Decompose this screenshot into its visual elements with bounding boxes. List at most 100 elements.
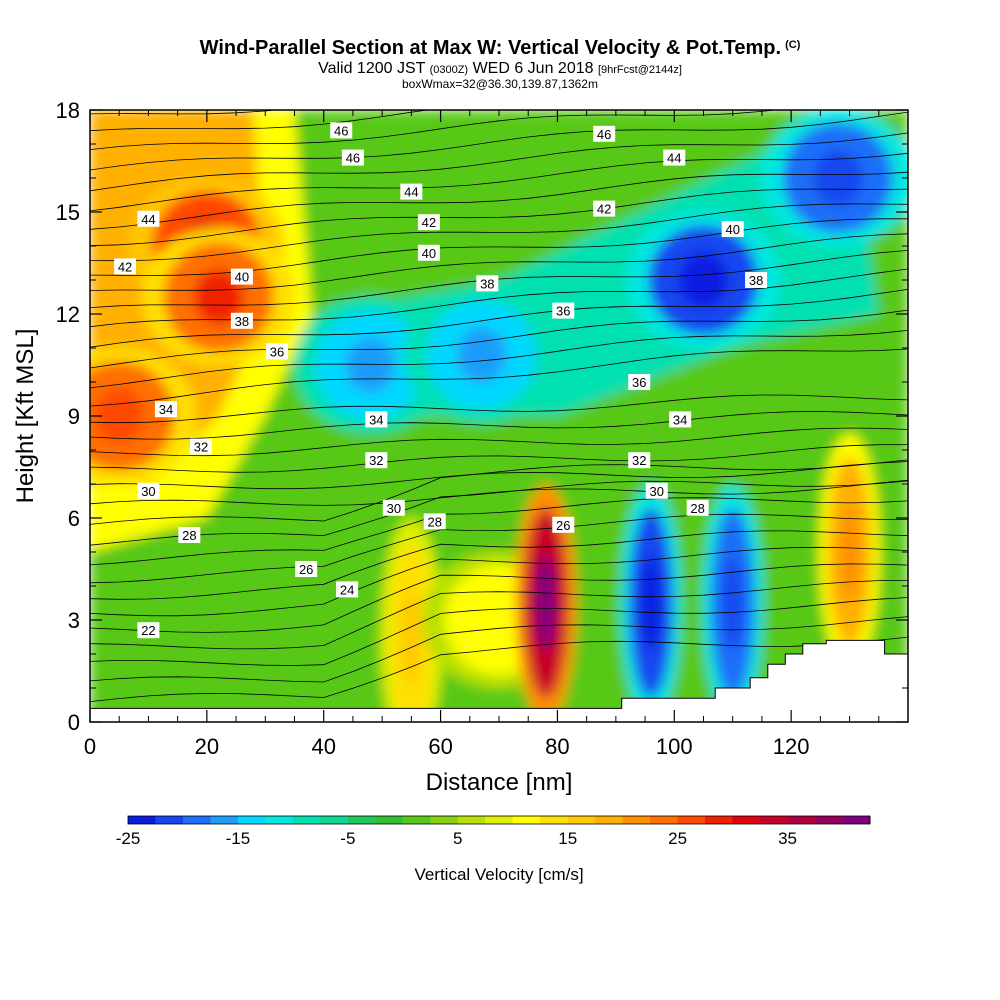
colorbar-swatch [182, 816, 211, 824]
contour-label-text: 44 [141, 212, 155, 227]
colorbar-swatch [567, 816, 596, 824]
contour-label: 28 [178, 527, 201, 543]
contour-label: 40 [230, 268, 253, 285]
contour-label-text: 32 [194, 440, 208, 455]
valid-time-line: Valid 1200 JST (0300Z) WED 6 Jun 2018 [9… [0, 60, 1000, 78]
contour-label: 34 [154, 401, 177, 418]
colorbar-tick-label: -15 [226, 829, 251, 848]
y-tick-label: 18 [56, 98, 80, 123]
contour-label-text: 44 [404, 185, 418, 200]
theta-isoline [90, 597, 908, 666]
y-tick-label: 12 [56, 302, 80, 327]
contour-label-text: 40 [725, 222, 739, 237]
contour-label-text: 44 [667, 151, 681, 166]
contour-label: 36 [552, 302, 575, 319]
contour-label-box [552, 302, 575, 319]
contour-label: 46 [341, 149, 364, 166]
contour-label-text: 30 [650, 484, 664, 499]
contour-label: 32 [365, 452, 388, 469]
contour-label-text: 36 [556, 304, 570, 319]
colorbar-swatch [650, 816, 679, 824]
theta-isoline [90, 233, 908, 291]
theta-isoline [90, 497, 908, 566]
contour-label: 36 [265, 343, 288, 360]
colorbar-swatch [155, 816, 184, 824]
contour-label: 42 [114, 258, 137, 275]
theta-isoline [90, 218, 908, 276]
contour-label-box [365, 411, 388, 428]
y-tick-label: 15 [56, 200, 80, 225]
contour-label: 44 [137, 210, 160, 227]
theta-isoline [90, 394, 908, 424]
theta-isoline [90, 309, 908, 369]
colorbar-tick-label: 15 [558, 829, 577, 848]
contour-label-box [721, 221, 744, 237]
contour-label-box [336, 581, 359, 598]
contour-label-text: 28 [427, 514, 441, 529]
colorbar-swatch [760, 816, 789, 824]
velocity-cell-core [722, 555, 743, 651]
colorbar-frame [127, 815, 871, 825]
theta-isoline [90, 268, 908, 328]
contour-label-box [417, 244, 440, 261]
colorbar-swatch [292, 816, 321, 824]
contour-label-text: 30 [387, 501, 401, 516]
contour-label: 38 [230, 312, 253, 329]
contour-label-text: 40 [422, 246, 436, 261]
colorbar-swatch [595, 816, 624, 824]
contour-label: 36 [628, 374, 651, 390]
y-tick-label: 0 [68, 710, 80, 735]
theta-isoline [90, 250, 908, 308]
contour-label: 46 [330, 122, 353, 139]
theta-isoline [90, 580, 908, 650]
colorbar-swatch [540, 816, 569, 824]
theta-isoline [90, 461, 908, 490]
contour-label-box [265, 343, 288, 360]
contour-label-text: 38 [235, 314, 249, 329]
colorbar-tick-label: -25 [116, 829, 141, 848]
contour-label: 30 [645, 482, 668, 499]
colorbar-tick-label: 25 [668, 829, 687, 848]
velocity-cell-core [678, 252, 729, 308]
y-tick-label: 3 [68, 608, 80, 633]
theta-isoline [90, 330, 908, 389]
contour-label-text: 36 [632, 375, 646, 390]
colorbar-swatch [512, 816, 541, 824]
contour-label-box [137, 482, 160, 499]
contour-label-text: 22 [141, 623, 155, 638]
contour-label-box [154, 401, 177, 418]
theta-isoline [90, 444, 908, 473]
colorbar-swatch [622, 816, 651, 824]
colorbar-swatch [457, 816, 486, 824]
colorbar-swatch [732, 816, 761, 824]
valid-date: WED 6 Jun 2018 [472, 60, 594, 77]
contour-label-text: 24 [340, 582, 354, 597]
contour-label-box [645, 482, 668, 499]
contour-label-box [137, 210, 160, 227]
chart-title: Wind-Parallel Section at Max W: Vertical… [0, 37, 1000, 60]
colorbar-swatch [210, 816, 239, 824]
theta-isoline [90, 411, 908, 440]
velocity-cell-core [345, 337, 396, 393]
contour-label-box [382, 499, 405, 516]
velocity-cell-core [474, 592, 524, 648]
colorbar-swatch [705, 816, 734, 824]
velocity-cell-core [456, 327, 507, 383]
contour-label-text: 46 [597, 127, 611, 142]
contour-label-box [190, 438, 213, 455]
theta-isoline [90, 427, 908, 457]
colorbar-swatch [237, 816, 266, 824]
colorbar-swatch [128, 816, 156, 824]
x-tick-label: 60 [428, 734, 452, 759]
contour-label-box [628, 374, 651, 390]
contour-label-box [476, 275, 499, 292]
contour-label-box [341, 149, 364, 166]
contour-label-text: 40 [235, 270, 249, 285]
y-axis-title: Height [Kft MSL] [12, 329, 39, 504]
contour-label: 30 [137, 482, 160, 499]
forecast-info: [9hrFcst@2144z] [597, 64, 682, 76]
theta-isoline [90, 203, 908, 262]
contour-label-text: 28 [182, 528, 196, 543]
contour-label-box [178, 527, 201, 543]
